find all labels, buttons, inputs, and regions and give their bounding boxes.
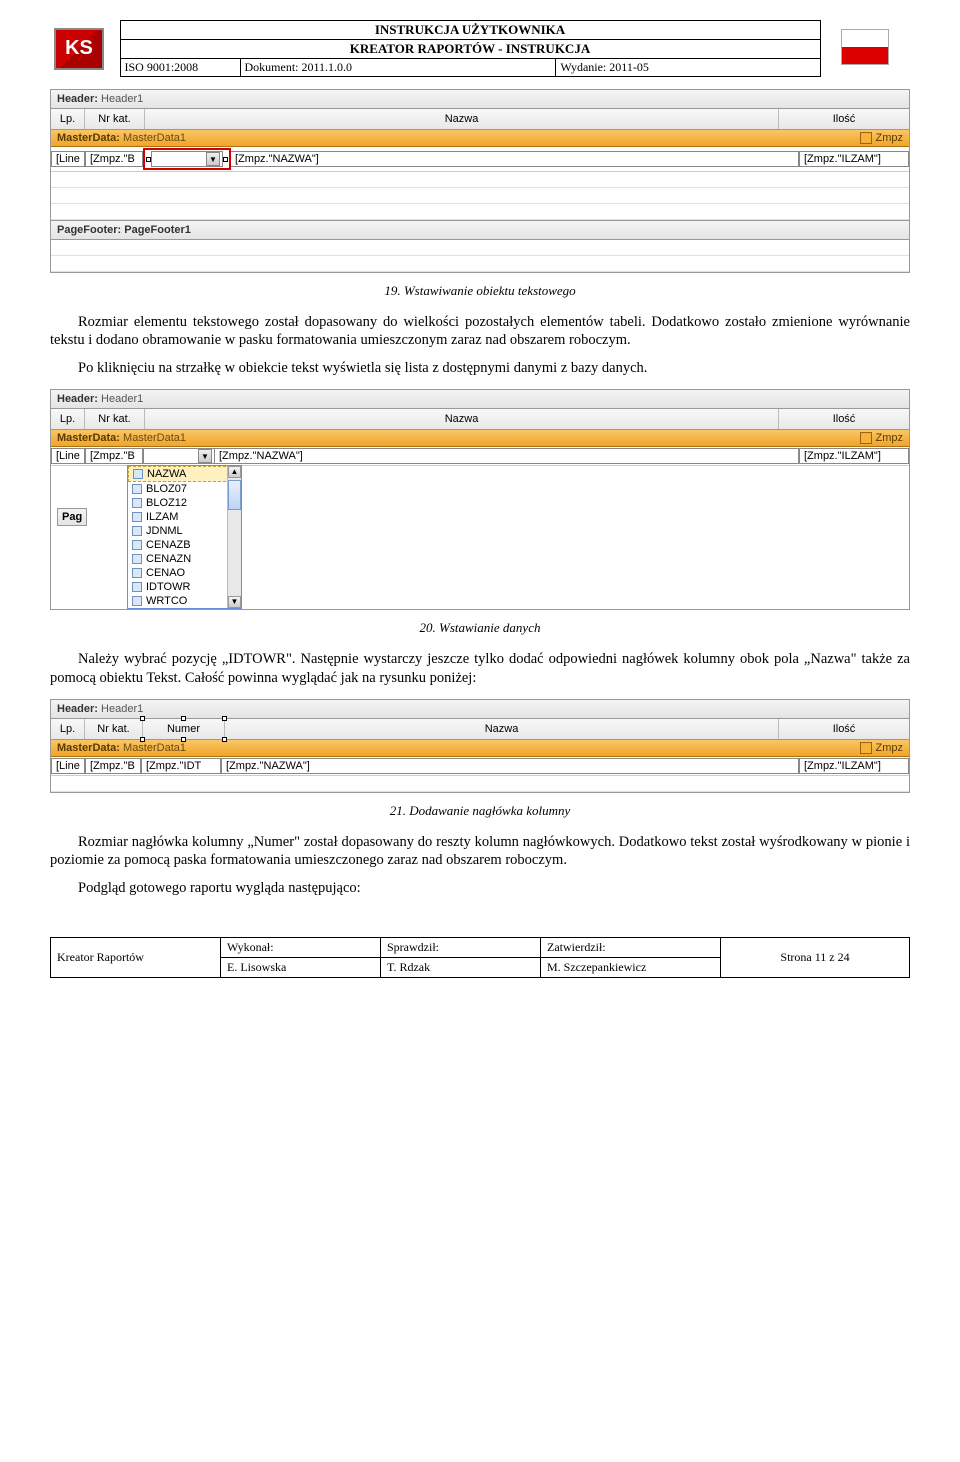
zat-val: M. Szczepankiewicz [541, 958, 721, 978]
title2: KREATOR RAPORTÓW - INSTRUKCJA [120, 40, 820, 59]
data-row: [Line [Zmpz."B ▼ [Zmpz."NAZWA"] [Zmpz."I… [51, 147, 909, 172]
pagefooter-band: PageFooter: PageFooter1 [51, 220, 909, 240]
list-item[interactable]: CENAZB [128, 538, 241, 552]
wyk-label: Wykonał: [221, 938, 381, 958]
zat-label: Zatwierdził: [541, 938, 721, 958]
para-2: Po kliknięciu na strzałkę w obiekcie tek… [50, 359, 910, 377]
col-nazwa: Nazwa [145, 409, 779, 429]
scrollbar[interactable]: ▲▼ [227, 466, 241, 608]
cell-nazwa: [Zmpz."NAZWA"] [215, 448, 799, 464]
caption-20: 20. Wstawianie danych [50, 620, 910, 636]
list-item[interactable]: CENAO [128, 566, 241, 580]
list-item[interactable]: WRTCO [128, 594, 241, 608]
flag-icon [841, 29, 889, 65]
edition: Wydanie: 2011-05 [556, 59, 820, 77]
list-item[interactable]: CENAZN [128, 552, 241, 566]
list-item[interactable]: JDNML [128, 524, 241, 538]
para-4: Rozmiar nagłówka kolumny „Numer" został … [50, 833, 910, 869]
cell-line: [Line [51, 758, 85, 774]
cell-nazwa: [Zmpz."NAZWA"] [221, 758, 799, 774]
cell-ilzam: [Zmpz."ILZAM"] [799, 758, 909, 774]
cell-idt: [Zmpz."IDT [141, 758, 221, 774]
screenshot-1: Header: Header1 Lp. Nr kat. Nazwa Ilość … [50, 89, 910, 273]
list-item[interactable]: BLOZ07 [128, 482, 241, 496]
list-item[interactable]: IDTOWR [128, 580, 241, 594]
cell-line: [Line [51, 151, 85, 167]
col-numer-selected[interactable]: Numer [143, 719, 225, 739]
col-ilosc: Ilość [779, 719, 909, 739]
col-lp: Lp. [51, 109, 85, 129]
pag-label: Pag [57, 508, 87, 526]
cell-nazwa: [Zmpz."NAZWA"] [231, 151, 799, 167]
doc-no: Dokument: 2011.1.0.0 [240, 59, 556, 77]
para-5: Podgląd gotowego raportu wygląda następu… [50, 879, 910, 897]
wyk-val: E. Lisowska [221, 958, 381, 978]
col-nr: Nr kat. [85, 109, 145, 129]
footer-left: Kreator Raportów [51, 938, 221, 978]
doc-header: KS INSTRUKCJA UŻYTKOWNIKA KREATOR RAPORT… [50, 20, 910, 77]
dropdown-highlight[interactable]: ▼ [143, 148, 231, 170]
masterdata-band: MasterData: MasterData1 Zmpz [51, 130, 909, 147]
cell-zmpz-b: [Zmpz."B [85, 448, 143, 464]
header-band: Header: Header1 [51, 90, 909, 109]
col-lp: Lp. [51, 409, 85, 429]
list-item[interactable]: BLOZ12 [128, 496, 241, 510]
scroll-down-icon[interactable]: ▼ [228, 596, 241, 608]
list-item[interactable]: ILZAM [128, 510, 241, 524]
col-ilosc: Ilość [779, 109, 909, 129]
col-nazwa: Nazwa [145, 109, 779, 129]
caption-19: 19. Wstawiwanie obiektu tekstowego [50, 283, 910, 299]
screenshot-2: Header: Header1 Lp. Nr kat. Nazwa Ilość … [50, 389, 910, 610]
cell-zmpz-b: [Zmpz."B [85, 151, 143, 167]
cell-ilzam: [Zmpz."ILZAM"] [799, 151, 909, 167]
screenshot-3: Header: Header1 Lp. Nr kat. Numer Nazwa … [50, 699, 910, 793]
caption-21: 21. Dodawanie nagłówka kolumny [50, 803, 910, 819]
list-item[interactable]: NAZWA [128, 466, 241, 482]
spr-label: Sprawdził: [381, 938, 541, 958]
field-icon [133, 469, 143, 479]
cell-line: [Line [51, 448, 85, 464]
cell-zmpz-b: [Zmpz."B [85, 758, 141, 774]
chevron-down-icon[interactable]: ▼ [206, 152, 220, 166]
title1: INSTRUKCJA UŻYTKOWNIKA [120, 21, 820, 40]
col-nazwa: Nazwa [225, 719, 779, 739]
col-headers: Lp. Nr kat. Nazwa Ilość [51, 109, 909, 130]
col-ilosc: Ilość [779, 409, 909, 429]
dropdown[interactable]: ▼ [143, 448, 215, 464]
cell-ilzam: [Zmpz."ILZAM"] [799, 448, 909, 464]
chevron-down-icon[interactable]: ▼ [198, 449, 212, 463]
logo-icon: KS [54, 28, 104, 70]
scroll-up-icon[interactable]: ▲ [228, 466, 241, 478]
col-nr: Nr kat. [85, 409, 145, 429]
spr-val: T. Rdzak [381, 958, 541, 978]
col-nr: Nr kat. [85, 719, 143, 739]
doc-footer: Kreator Raportów Wykonał: Sprawdził: Zat… [50, 937, 910, 978]
para-3: Należy wybrać pozycję „IDTOWR". Następni… [50, 650, 910, 686]
col-lp: Lp. [51, 719, 85, 739]
page-number: Strona 11 z 24 [721, 938, 910, 978]
iso: ISO 9001:2008 [120, 59, 240, 77]
dropdown-list[interactable]: NAZWA BLOZ07 BLOZ12 ILZAM JDNML CENAZB C… [127, 465, 242, 609]
para-1: Rozmiar elementu tekstowego został dopas… [50, 313, 910, 349]
